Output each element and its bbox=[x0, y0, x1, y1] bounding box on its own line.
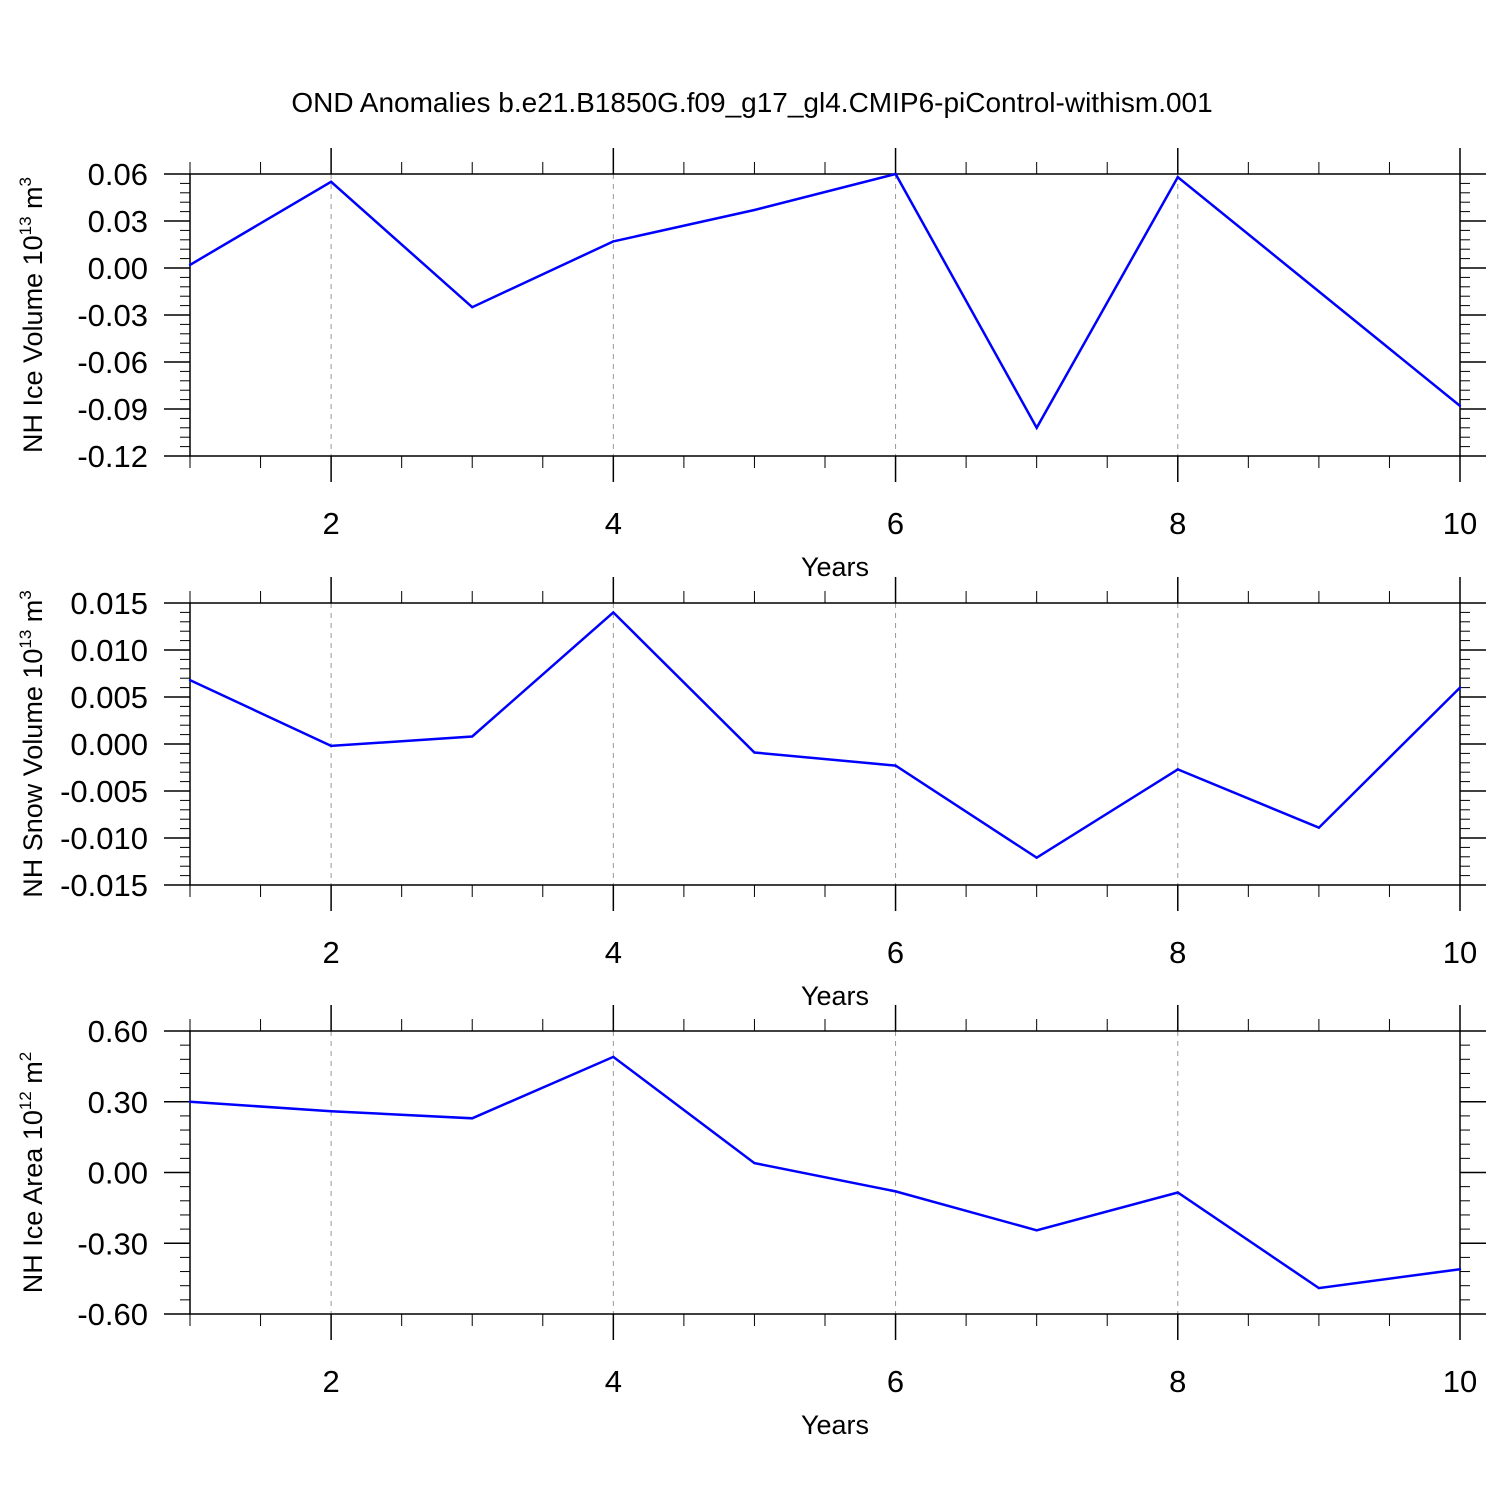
data-point bbox=[1035, 856, 1038, 859]
y-tick-label: 0.010 bbox=[70, 633, 148, 668]
y-axis-title: NH Snow Volume 1013 m3 bbox=[16, 590, 48, 898]
y-tick-label: 0.00 bbox=[88, 1156, 148, 1191]
y-axis-title-exponent: 13 bbox=[16, 216, 35, 235]
y-axis-title-unit: m bbox=[18, 186, 48, 216]
data-point bbox=[612, 240, 615, 243]
x-tick-label: 4 bbox=[605, 935, 622, 970]
y-tick-label: 0.03 bbox=[88, 204, 148, 239]
data-point bbox=[612, 1055, 615, 1059]
x-tick-label: 8 bbox=[1169, 935, 1186, 970]
y-tick-label: 0.30 bbox=[88, 1085, 148, 1120]
data-point bbox=[188, 678, 192, 682]
y-axis-title-unit: m bbox=[18, 600, 48, 630]
data-point bbox=[1317, 290, 1321, 293]
y-axis-title-unit-exponent: 2 bbox=[16, 1052, 35, 1061]
data-point bbox=[1458, 1267, 1462, 1271]
x-tick-label: 2 bbox=[322, 506, 339, 541]
y-tick-label: 0.000 bbox=[70, 727, 148, 762]
data-point bbox=[471, 1117, 474, 1120]
data-point bbox=[1458, 404, 1462, 408]
data-point bbox=[471, 305, 474, 309]
x-tick-label: 8 bbox=[1169, 506, 1186, 541]
data-point bbox=[1458, 686, 1462, 689]
data-point bbox=[329, 744, 333, 748]
panel-3: -0.60 -0.30 0.00 0.30 0.60 2 4 6 8 10 Years NH Ice … bbox=[16, 1005, 1486, 1440]
y-tick-label: -0.010 bbox=[60, 821, 148, 856]
data-point bbox=[188, 263, 192, 267]
y-axis-title-unit-exponent: 3 bbox=[16, 590, 35, 599]
x-tick-label: 6 bbox=[887, 1364, 904, 1399]
x-tick-label: 6 bbox=[887, 506, 904, 541]
y-tick-label: -0.06 bbox=[77, 345, 148, 380]
y-tick-label: -0.005 bbox=[60, 774, 148, 809]
panel-2: -0.015 -0.010 -0.005 0.000 0.005 0.010 0.015 2 4… bbox=[16, 577, 1486, 1011]
y-axis-title: NH Ice Volume 1013 m3 bbox=[16, 177, 48, 453]
x-tick-label: 4 bbox=[605, 506, 622, 541]
data-point bbox=[1317, 826, 1321, 829]
data-point bbox=[1176, 175, 1179, 179]
y-axis-title-exponent: 13 bbox=[16, 630, 35, 649]
y-axis-title: NH Ice Area 1012 m2 bbox=[16, 1052, 48, 1293]
data-point bbox=[753, 751, 756, 754]
y-tick-label: 0.015 bbox=[70, 586, 148, 621]
x-tick-label: 8 bbox=[1169, 1364, 1186, 1399]
data-point bbox=[894, 764, 897, 767]
x-tick-label: 6 bbox=[887, 935, 904, 970]
x-tick-label: 2 bbox=[322, 935, 339, 970]
data-point bbox=[329, 1109, 333, 1113]
x-axis-title: Years bbox=[801, 981, 869, 1011]
y-axis-title-main: NH Snow Volume 10 bbox=[18, 649, 48, 898]
y-axis-title-exponent: 12 bbox=[16, 1091, 35, 1110]
data-point bbox=[894, 1190, 897, 1193]
data-point bbox=[1035, 426, 1038, 429]
data-point bbox=[188, 1100, 192, 1103]
y-tick-label: -0.60 bbox=[77, 1297, 148, 1332]
figure-title: OND Anomalies b.e21.B1850G.f09_g17_gl4.C… bbox=[291, 87, 1212, 118]
x-tick-label: 10 bbox=[1443, 935, 1477, 970]
y-axis-title-unit: m bbox=[18, 1061, 48, 1091]
y-tick-label: -0.09 bbox=[77, 392, 148, 427]
data-point bbox=[894, 172, 897, 176]
series-line bbox=[189, 610, 1461, 860]
y-tick-label: 0.00 bbox=[88, 251, 148, 286]
y-tick-label: -0.30 bbox=[77, 1226, 148, 1261]
data-point bbox=[329, 180, 333, 184]
x-axis-title: Years bbox=[801, 552, 869, 582]
data-point bbox=[1176, 1191, 1179, 1194]
data-point bbox=[1035, 1229, 1038, 1232]
y-tick-label: -0.12 bbox=[77, 439, 148, 474]
x-tick-label: 4 bbox=[605, 1364, 622, 1399]
data-point bbox=[612, 611, 615, 614]
data-point bbox=[753, 208, 756, 212]
series-line bbox=[189, 172, 1461, 431]
panel-1: -0.12 -0.09 -0.06 -0.03 0.00 0.03 0.06 2 4 6 8 10 Ye… bbox=[16, 148, 1486, 582]
y-tick-label: -0.03 bbox=[77, 298, 148, 333]
data-point bbox=[753, 1161, 756, 1165]
x-tick-label: 10 bbox=[1443, 1364, 1477, 1399]
y-axis-title-main: NH Ice Volume 10 bbox=[18, 235, 48, 453]
x-tick-label: 10 bbox=[1443, 506, 1477, 541]
x-axis-title: Years bbox=[801, 1410, 869, 1440]
y-tick-label: 0.005 bbox=[70, 680, 148, 715]
y-tick-label: 0.06 bbox=[88, 157, 148, 192]
y-tick-label: -0.015 bbox=[60, 868, 148, 903]
data-point bbox=[471, 735, 474, 738]
data-point bbox=[1317, 1286, 1321, 1290]
data-point bbox=[1176, 768, 1179, 771]
series-line bbox=[189, 1055, 1461, 1290]
x-tick-label: 2 bbox=[322, 1364, 339, 1399]
y-axis-title-unit-exponent: 3 bbox=[16, 177, 35, 186]
panels: -0.12 -0.09 -0.06 -0.03 0.00 0.03 0.06 2 4 6 8 10 Ye… bbox=[16, 148, 1486, 1440]
y-tick-label: 0.60 bbox=[88, 1014, 148, 1049]
y-axis-title-main: NH Ice Area 10 bbox=[18, 1110, 48, 1293]
